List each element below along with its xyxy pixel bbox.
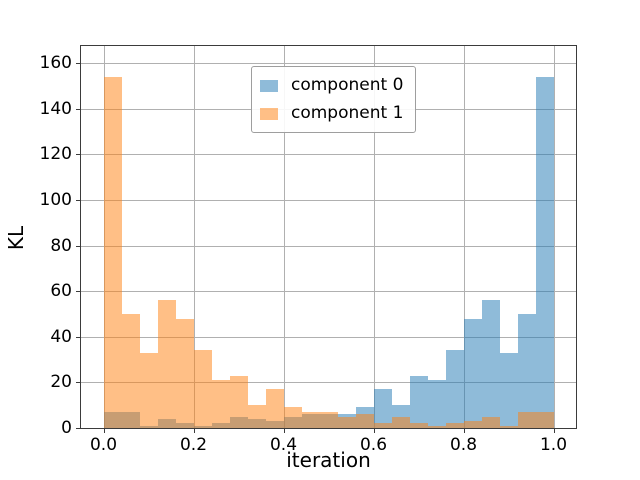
histogram-bar-component-1-bin-12 — [319, 412, 338, 428]
gridline-x-0.2 — [193, 46, 195, 428]
y-tick-label-60: 60 — [50, 281, 72, 302]
histogram-bar-component-1-bin-18 — [427, 425, 446, 428]
histogram-bar-component-1-bin-11 — [301, 412, 320, 428]
y-tick-label-140: 140 — [39, 98, 72, 119]
x-tick-0.6 — [373, 429, 375, 433]
histogram-bar-component-0-bin-15 — [373, 389, 392, 428]
histogram-bar-component-0-bin-21 — [481, 300, 500, 428]
gridline-y-160 — [81, 63, 576, 65]
histogram-bar-component-1-bin-15 — [373, 423, 392, 428]
histogram-bar-component-1-bin-14 — [355, 414, 374, 428]
histogram-bar-component-1-bin-23 — [517, 412, 536, 428]
x-tick-label-0.4: 0.4 — [269, 435, 298, 455]
histogram-bar-component-1-bin-24 — [535, 412, 554, 428]
y-tick-120 — [76, 154, 80, 156]
x-tick-label-1.0: 1.0 — [539, 435, 568, 455]
x-tick-label-0.0: 0.0 — [89, 435, 118, 455]
histogram-bar-component-1-bin-21 — [481, 416, 500, 428]
histogram-bar-component-1-bin-0 — [103, 76, 122, 428]
legend-label-component-1: component 1 — [291, 103, 404, 123]
gridline-y-100 — [81, 199, 576, 201]
gridline-x-0.8 — [463, 46, 465, 428]
y-axis-label: KL — [4, 225, 28, 251]
y-tick-label-0: 0 — [61, 418, 72, 438]
x-tick-0.8 — [463, 429, 465, 433]
gridline-x-0.6 — [373, 46, 375, 428]
gridline-y-120 — [81, 154, 576, 156]
histogram-bar-component-1-bin-17 — [409, 423, 428, 428]
histogram-bar-component-1-bin-2 — [139, 352, 158, 428]
gridline-x-0.4 — [283, 46, 285, 428]
histogram-bar-component-0-bin-23 — [517, 313, 536, 428]
gridline-x-1 — [553, 46, 555, 428]
histogram-bar-component-1-bin-7 — [229, 375, 248, 428]
histogram-bar-component-1-bin-3 — [157, 300, 176, 428]
legend-swatch-component-0 — [260, 79, 278, 92]
histogram-bar-component-1-bin-1 — [121, 313, 140, 428]
y-tick-20 — [76, 382, 80, 384]
histogram-bar-component-1-bin-10 — [283, 407, 302, 428]
y-tick-label-20: 20 — [50, 372, 72, 393]
histogram-bar-component-1-bin-19 — [445, 423, 464, 428]
histogram-bar-component-0-bin-22 — [499, 352, 518, 428]
histogram-bar-component-0-bin-18 — [427, 380, 446, 428]
y-tick-label-100: 100 — [39, 189, 72, 210]
y-tick-60 — [76, 291, 80, 293]
y-tick-160 — [76, 63, 80, 65]
x-tick-label-0.8: 0.8 — [449, 435, 478, 455]
x-tick-0.0 — [103, 429, 105, 433]
histogram-bar-component-1-bin-5 — [193, 350, 212, 428]
legend-swatch-component-1 — [260, 107, 278, 120]
y-tick-label-40: 40 — [50, 326, 72, 347]
histogram-bar-component-1-bin-20 — [463, 421, 482, 428]
legend-entry-component-1: component 1 — [260, 102, 403, 125]
histogram-bar-component-0-bin-24 — [535, 76, 554, 428]
y-tick-0 — [76, 428, 80, 429]
y-tick-80 — [76, 245, 80, 247]
gridline-y-60 — [81, 291, 576, 293]
x-axis-label: iteration — [286, 448, 371, 472]
y-tick-label-160: 160 — [39, 53, 72, 74]
histogram-bar-component-1-bin-9 — [265, 389, 284, 428]
histogram-bar-component-1-bin-16 — [391, 416, 410, 428]
y-tick-140 — [76, 108, 80, 110]
legend: component 0 component 1 — [251, 66, 417, 133]
gridline-y-40 — [81, 336, 576, 338]
x-tick-1.0 — [553, 429, 555, 433]
histogram-bar-component-1-bin-6 — [211, 380, 230, 428]
x-tick-label-0.6: 0.6 — [359, 435, 388, 455]
histogram-bar-component-1-bin-22 — [499, 425, 518, 428]
legend-entry-component-0: component 0 — [260, 74, 403, 97]
histogram-bar-component-0-bin-17 — [409, 375, 428, 428]
x-tick-0.4 — [283, 429, 285, 433]
x-tick-label-0.2: 0.2 — [179, 435, 208, 455]
y-tick-100 — [76, 199, 80, 201]
y-tick-label-120: 120 — [39, 144, 72, 165]
gridline-y-20 — [81, 382, 576, 384]
y-tick-label-80: 80 — [50, 235, 72, 256]
histogram-bar-component-0-bin-20 — [463, 318, 482, 428]
x-tick-0.2 — [193, 429, 195, 433]
histogram-bar-component-1-bin-4 — [175, 318, 194, 428]
legend-label-component-0: component 0 — [291, 75, 404, 95]
histogram-bar-component-0-bin-19 — [445, 350, 464, 428]
y-tick-40 — [76, 336, 80, 338]
gridline-y-80 — [81, 245, 576, 247]
histogram-bar-component-1-bin-13 — [337, 416, 356, 428]
histogram-bar-component-1-bin-8 — [247, 405, 266, 428]
